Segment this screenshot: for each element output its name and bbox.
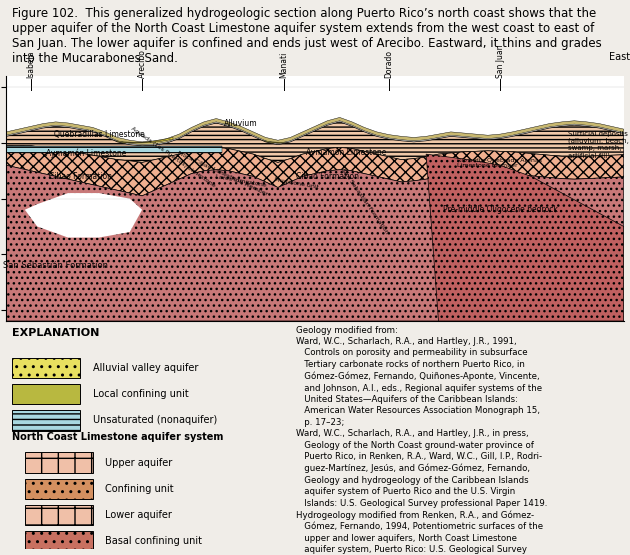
Text: San Sebastián Formation: San Sebastián Formation <box>340 168 389 235</box>
Polygon shape <box>6 122 624 163</box>
Text: Basal confining unit: Basal confining unit <box>105 537 202 547</box>
Text: Cibao Formation: Cibao Formation <box>296 172 359 181</box>
FancyBboxPatch shape <box>25 531 93 552</box>
Text: Figure 102.  This generalized hydrogeologic section along Puerto Rico’s north co: Figure 102. This generalized hydrogeolog… <box>13 7 602 65</box>
Text: East: East <box>609 52 630 62</box>
Text: North Coast Limestone aquifer system: North Coast Limestone aquifer system <box>13 432 224 442</box>
Text: Manati: Manati <box>280 52 289 78</box>
FancyBboxPatch shape <box>13 384 81 405</box>
Text: Moca/Cibao Limestone Member: Moca/Cibao Limestone Member <box>176 150 268 197</box>
FancyBboxPatch shape <box>25 452 93 473</box>
Text: Pre-middle Oligocene bedrock: Pre-middle Oligocene bedrock <box>443 205 558 214</box>
FancyBboxPatch shape <box>13 410 81 431</box>
Polygon shape <box>6 146 624 196</box>
Text: Mudstone unit: Mudstone unit <box>274 176 319 189</box>
Text: Isabela: Isabela <box>26 51 35 78</box>
Text: Surficial deposits
(alluvium, beach,
swamp, marsh,
artificial fill): Surficial deposits (alluvium, beach, swa… <box>568 131 629 159</box>
Text: Local confining unit: Local confining unit <box>93 389 188 399</box>
Polygon shape <box>6 165 624 321</box>
Text: Arecibo: Arecibo <box>137 49 147 78</box>
Polygon shape <box>260 132 321 144</box>
FancyBboxPatch shape <box>13 357 81 378</box>
Polygon shape <box>6 118 624 145</box>
Text: Lares Limestone: Lares Limestone <box>215 174 267 188</box>
Text: San Juan: San Juan <box>496 45 505 78</box>
Text: Unsaturated (nonaquifer): Unsaturated (nonaquifer) <box>93 415 217 425</box>
Text: Confining unit: Confining unit <box>105 484 174 494</box>
Text: Alluvial valley aquifer: Alluvial valley aquifer <box>93 363 198 373</box>
Text: Rio Indio-Quebrada Arenas
Limestone Member: Rio Indio-Quebrada Arenas Limestone Memb… <box>457 157 542 168</box>
Text: Geology modified from:
Ward, W.C., Scharlach, R.A., and Hartley, J.R., 1991,
   : Geology modified from: Ward, W.C., Schar… <box>297 326 548 555</box>
Polygon shape <box>6 146 222 153</box>
FancyBboxPatch shape <box>25 505 93 526</box>
Polygon shape <box>25 193 142 238</box>
Text: Upper aquifer: Upper aquifer <box>105 458 173 468</box>
Text: Lower aquifer: Lower aquifer <box>105 510 172 520</box>
Polygon shape <box>426 154 624 321</box>
Text: Aguada (Los Puertos) Limestone: Aguada (Los Puertos) Limestone <box>130 126 216 188</box>
FancyBboxPatch shape <box>25 478 93 499</box>
Polygon shape <box>112 138 173 143</box>
Text: Aymamón Limestone: Aymamón Limestone <box>47 148 127 158</box>
Text: San Sebastián Formation: San Sebastián Formation <box>3 261 108 270</box>
Text: Aymamón Limestone: Aymamón Limestone <box>306 148 386 157</box>
Text: Alluvium: Alluvium <box>224 119 258 128</box>
Text: Cibao Formation: Cibao Formation <box>49 172 112 181</box>
Text: EXPLANATION: EXPLANATION <box>13 328 100 338</box>
Text: Quebradillas Limestone: Quebradillas Limestone <box>54 130 144 139</box>
Text: Dorado: Dorado <box>384 51 394 78</box>
